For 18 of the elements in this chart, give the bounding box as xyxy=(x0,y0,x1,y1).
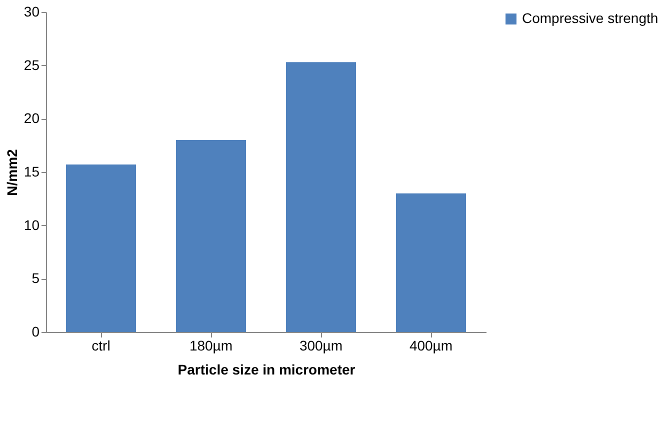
y-tick-label: 15 xyxy=(24,164,40,180)
bar xyxy=(396,193,466,332)
y-axis-title: N/mm2 xyxy=(4,148,20,196)
x-tick-label: 400µm xyxy=(409,338,453,354)
y-tick-label: 10 xyxy=(24,216,40,233)
bar xyxy=(286,62,356,332)
y-tick-label: 20 xyxy=(24,110,40,126)
legend-label: Compressive strength xyxy=(522,10,658,26)
x-tick-label: ctrl xyxy=(92,338,110,354)
bar xyxy=(66,164,136,332)
bar xyxy=(176,140,246,332)
y-tick-label: 25 xyxy=(24,56,40,73)
y-tick-label: 0 xyxy=(32,324,40,340)
x-tick-label: 180µm xyxy=(189,338,233,354)
x-tick-label: 300µm xyxy=(299,338,343,354)
y-tick-label: 30 xyxy=(24,4,40,20)
x-axis-title: Particle size in micrometer xyxy=(178,362,356,378)
y-tick-label: 5 xyxy=(32,270,40,286)
